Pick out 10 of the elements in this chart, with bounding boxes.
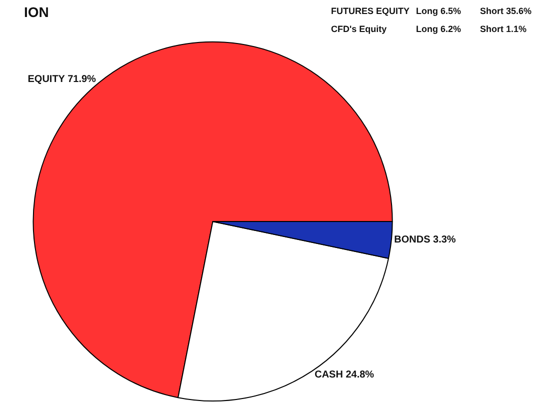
- chart-title: ION: [24, 4, 49, 20]
- text: Long 6.5%: [416, 6, 462, 16]
- text: FUTURES EQUITY: [331, 6, 410, 16]
- text: CFD's Equity: [331, 24, 387, 34]
- slice-label: CASH 24.8%: [314, 370, 374, 381]
- slice-label: EQUITY 71.9%: [28, 74, 96, 85]
- slice-label: BONDS 3.3%: [394, 234, 456, 246]
- text: Short 1.1%: [480, 24, 527, 34]
- text: Short 35.6%: [480, 6, 532, 16]
- text: Long 6.2%: [416, 24, 462, 34]
